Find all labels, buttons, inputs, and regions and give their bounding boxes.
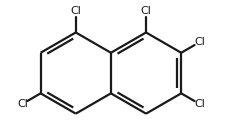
- Text: Cl: Cl: [70, 6, 81, 16]
- Text: Cl: Cl: [194, 37, 205, 47]
- Text: Cl: Cl: [141, 6, 151, 16]
- Text: Cl: Cl: [17, 99, 28, 109]
- Text: Cl: Cl: [194, 99, 205, 109]
